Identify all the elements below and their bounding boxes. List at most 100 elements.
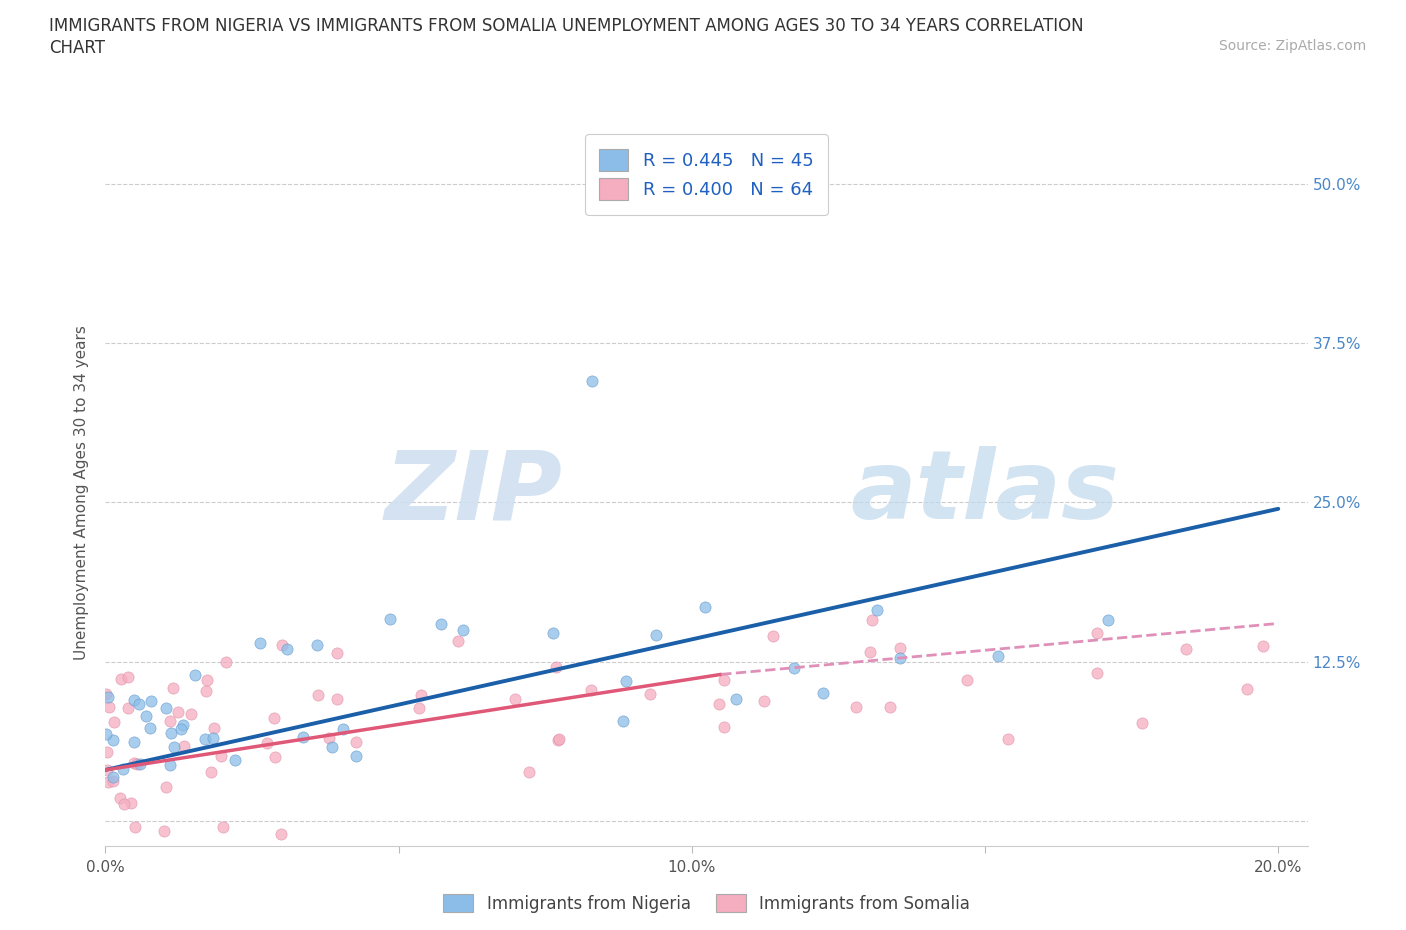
Point: [581, 374, 603, 389]
Text: Source: ZipAtlas.com: Source: ZipAtlas.com: [1219, 39, 1367, 53]
Point: [256, 736, 278, 751]
Point: [503, 691, 526, 706]
Point: [135, 709, 157, 724]
Point: [96, 763, 118, 777]
Point: [725, 692, 748, 707]
Point: [305, 637, 328, 652]
Point: [96, 745, 118, 760]
Point: [859, 644, 882, 659]
Point: [1085, 666, 1108, 681]
Point: [139, 694, 162, 709]
Point: [783, 661, 806, 676]
Point: [879, 700, 901, 715]
Point: [214, 655, 236, 670]
Point: [546, 659, 568, 674]
Point: [200, 764, 222, 779]
Point: [754, 694, 776, 709]
Point: [638, 687, 661, 702]
Text: ZIP: ZIP: [384, 446, 562, 539]
Point: [173, 738, 195, 753]
Point: [713, 720, 735, 735]
Point: [211, 819, 233, 834]
Point: [380, 611, 402, 626]
Point: [101, 732, 124, 747]
Point: [451, 622, 474, 637]
Point: [1130, 715, 1153, 730]
Point: [693, 600, 716, 615]
Point: [94, 686, 117, 701]
Point: [110, 672, 132, 687]
Point: [162, 681, 184, 696]
Point: [889, 650, 911, 665]
Text: IMMIGRANTS FROM NIGERIA VS IMMIGRANTS FROM SOMALIA UNEMPLOYMENT AMONG AGES 30 TO: IMMIGRANTS FROM NIGERIA VS IMMIGRANTS FR…: [49, 17, 1084, 34]
Point: [1251, 638, 1274, 653]
Point: [517, 764, 540, 779]
Point: [139, 721, 162, 736]
Point: [860, 612, 883, 627]
Point: [97, 689, 120, 704]
Point: [97, 775, 120, 790]
Point: [128, 697, 150, 711]
Point: [344, 749, 367, 764]
Point: [211, 749, 233, 764]
Point: [195, 672, 218, 687]
Point: [111, 762, 134, 777]
Point: [202, 721, 225, 736]
Point: [117, 700, 139, 715]
Point: [202, 730, 225, 745]
Point: [956, 672, 979, 687]
Point: [612, 714, 634, 729]
Point: [224, 752, 246, 767]
Point: [120, 795, 142, 810]
Point: [155, 779, 177, 794]
Point: [411, 687, 433, 702]
Point: [108, 790, 131, 805]
Point: [122, 735, 145, 750]
Point: [707, 697, 730, 711]
Point: [117, 670, 139, 684]
Point: [122, 755, 145, 770]
Legend: Immigrants from Nigeria, Immigrants from Somalia: Immigrants from Nigeria, Immigrants from…: [437, 887, 976, 919]
Point: [581, 683, 603, 698]
Point: [194, 731, 217, 746]
Point: [180, 706, 202, 721]
Point: [318, 730, 340, 745]
Point: [408, 700, 430, 715]
Y-axis label: Unemployment Among Ages 30 to 34 years: Unemployment Among Ages 30 to 34 years: [75, 326, 90, 660]
Point: [997, 732, 1019, 747]
Text: atlas: atlas: [851, 446, 1119, 539]
Point: [326, 692, 349, 707]
Point: [762, 629, 785, 644]
Point: [344, 735, 367, 750]
Point: [184, 668, 207, 683]
Point: [811, 685, 834, 700]
Point: [122, 692, 145, 707]
Point: [547, 731, 569, 746]
Point: [332, 722, 354, 737]
Point: [541, 625, 564, 640]
Point: [547, 732, 569, 747]
Point: [128, 756, 150, 771]
Point: [101, 774, 124, 789]
Point: [292, 730, 315, 745]
Point: [1097, 613, 1119, 628]
Point: [170, 722, 193, 737]
Text: CHART: CHART: [49, 39, 105, 57]
Point: [614, 674, 637, 689]
Point: [172, 718, 194, 733]
Point: [987, 649, 1010, 664]
Point: [321, 739, 343, 754]
Point: [307, 687, 329, 702]
Point: [270, 638, 292, 653]
Point: [97, 699, 120, 714]
Point: [430, 617, 453, 631]
Point: [162, 740, 184, 755]
Point: [249, 635, 271, 650]
Point: [326, 645, 349, 660]
Point: [264, 750, 287, 764]
Point: [270, 826, 292, 841]
Point: [1175, 642, 1198, 657]
Point: [124, 819, 146, 834]
Point: [112, 796, 135, 811]
Point: [159, 757, 181, 772]
